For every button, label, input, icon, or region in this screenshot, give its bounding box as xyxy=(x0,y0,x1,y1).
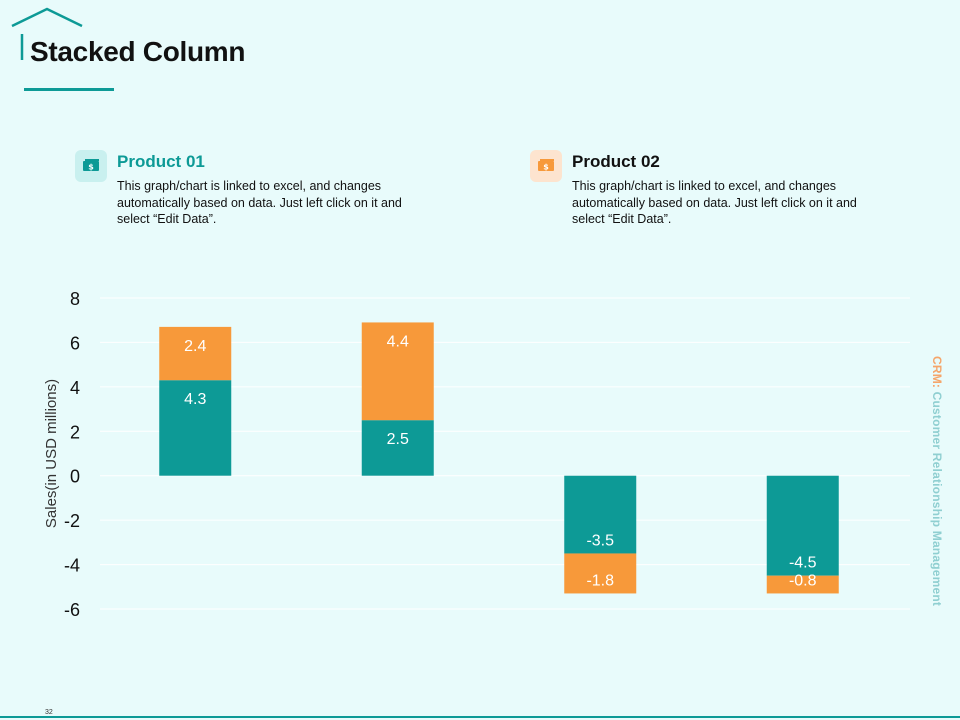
bar-product-02 xyxy=(564,553,637,594)
data-label: -1.8 xyxy=(586,572,614,589)
side-caption-rest: Customer Relationship Management xyxy=(930,388,944,607)
data-label: 4.4 xyxy=(387,333,409,350)
side-caption: CRM: Customer Relationship Management xyxy=(930,356,944,606)
y-tick-label: -4 xyxy=(64,556,80,576)
y-tick-label: 2 xyxy=(70,422,80,442)
bar-product-01 xyxy=(361,420,434,476)
y-tick-label: 8 xyxy=(70,289,80,309)
bar-product-01 xyxy=(564,475,637,554)
data-label: 4.3 xyxy=(184,391,206,408)
y-tick-label: 4 xyxy=(70,378,80,398)
data-label: -3.5 xyxy=(586,532,614,549)
page-number: 32 xyxy=(42,709,56,716)
page-title: Stacked Column xyxy=(30,36,246,67)
y-tick-label: 0 xyxy=(70,467,80,487)
legend-description: This graph/chart is linked to excel, and… xyxy=(572,179,857,226)
money-icon: $ xyxy=(530,150,562,182)
svg-text:$: $ xyxy=(543,163,549,172)
y-axis-label: Sales(in USD millions) xyxy=(43,379,60,528)
title-underline xyxy=(24,88,114,91)
data-label: 2.5 xyxy=(387,431,409,448)
bar-product-02 xyxy=(361,322,434,421)
y-tick-label: 6 xyxy=(70,333,80,353)
bar-product-02 xyxy=(766,575,839,594)
data-label: 2.4 xyxy=(184,338,206,355)
money-icon: $ xyxy=(75,150,107,182)
corner-decoration xyxy=(11,7,83,60)
legend-title: Product 01 xyxy=(117,152,205,171)
legend-description: This graph/chart is linked to excel, and… xyxy=(117,179,402,226)
bar-product-01 xyxy=(766,475,839,576)
y-tick-label: -6 xyxy=(64,600,80,620)
legend-title: Product 02 xyxy=(572,152,660,171)
bar-product-02 xyxy=(159,326,232,381)
y-tick-label: -2 xyxy=(64,511,80,531)
svg-text:$: $ xyxy=(88,163,94,172)
data-label: -4.5 xyxy=(789,555,817,572)
bar-product-01 xyxy=(159,380,232,476)
side-caption-accent: CRM: xyxy=(930,356,944,389)
footer-line xyxy=(0,716,960,718)
data-label: -0.8 xyxy=(789,572,817,589)
